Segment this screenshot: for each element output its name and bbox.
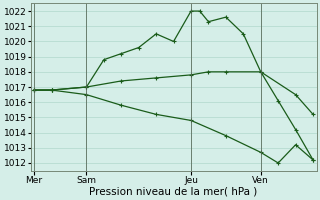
X-axis label: Pression niveau de la mer( hPa ): Pression niveau de la mer( hPa )	[90, 187, 258, 197]
